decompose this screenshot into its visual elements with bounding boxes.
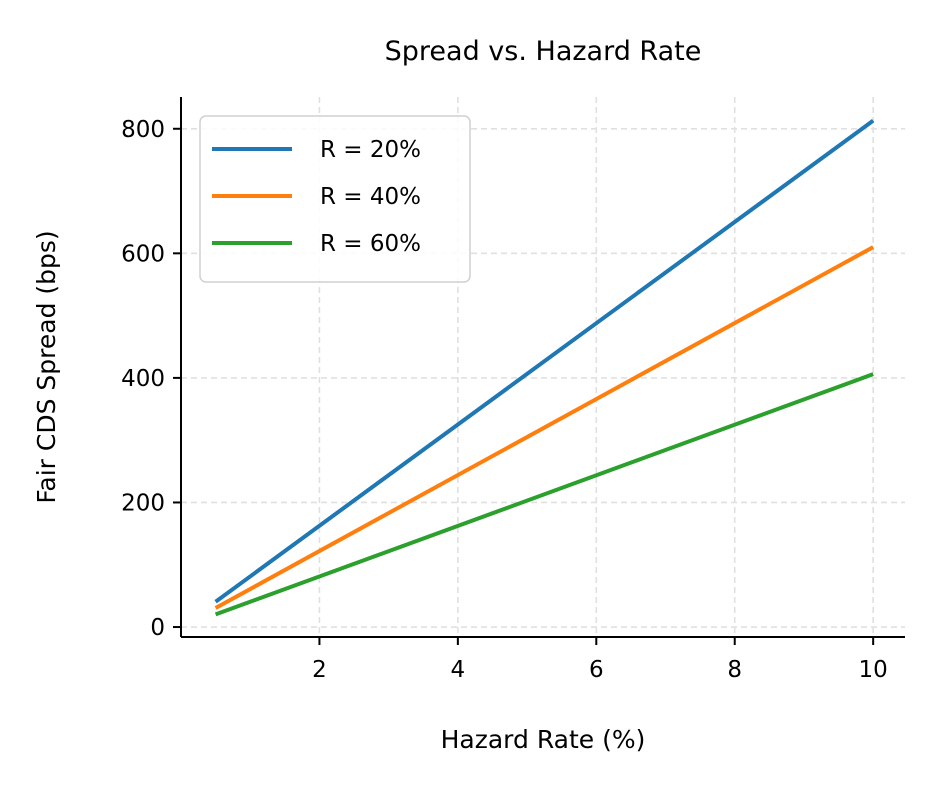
series-lines — [214, 119, 875, 617]
series-line — [214, 372, 874, 617]
y-tick-label: 600 — [121, 241, 165, 267]
y-tick-label: 0 — [150, 615, 165, 641]
y-axis-label: Fair CDS Spread (bps) — [32, 230, 61, 503]
series-line — [214, 119, 875, 604]
chart-title: Spread vs. Hazard Rate — [385, 36, 702, 67]
x-tick-label: 10 — [859, 657, 888, 683]
x-tick-label: 6 — [589, 657, 604, 683]
x-tick-label: 8 — [727, 657, 742, 683]
axes: 2 4 6 8 10 0 200 400 600 800 — [121, 97, 905, 683]
legend-label: R = 60% — [320, 231, 421, 257]
series-line — [214, 245, 875, 610]
legend-box — [199, 115, 471, 283]
x-axis-label: Hazard Rate (%) — [441, 725, 646, 754]
y-tick-label: 800 — [121, 117, 165, 143]
legend-label: R = 40% — [320, 184, 421, 210]
y-tick-label: 200 — [121, 490, 165, 516]
x-tick-label: 4 — [451, 657, 466, 683]
legend-label: R = 20% — [320, 137, 421, 163]
legend: R = 20% R = 40% R = 60% — [199, 115, 471, 283]
y-tick-label: 400 — [121, 366, 165, 392]
x-tick-label: 2 — [312, 657, 327, 683]
